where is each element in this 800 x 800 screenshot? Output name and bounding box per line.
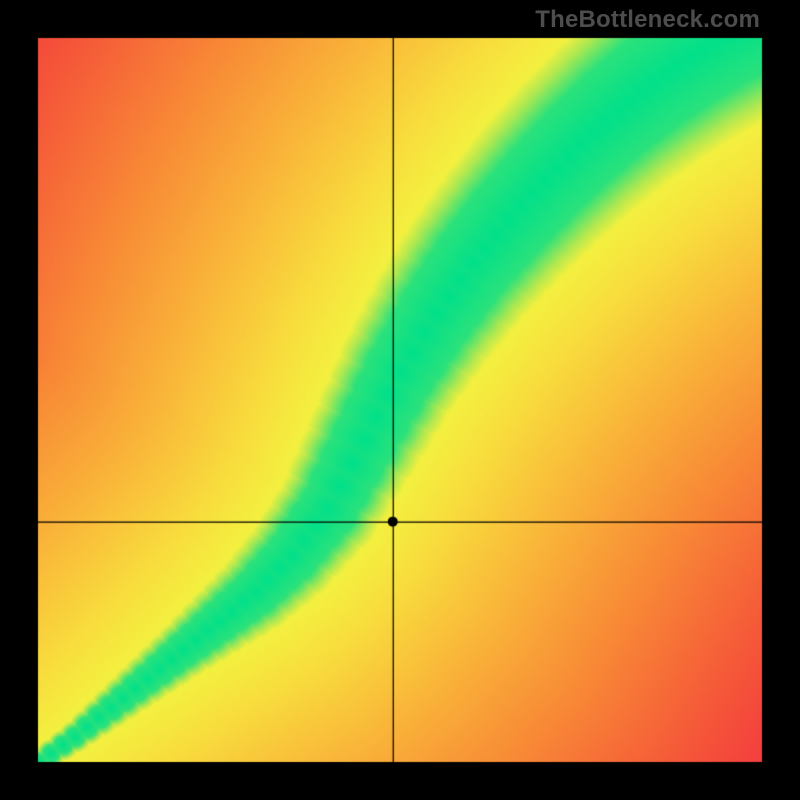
chart-container: TheBottleneck.com	[0, 0, 800, 800]
bottleneck-heatmap	[0, 0, 800, 800]
watermark-text: TheBottleneck.com	[535, 6, 760, 34]
